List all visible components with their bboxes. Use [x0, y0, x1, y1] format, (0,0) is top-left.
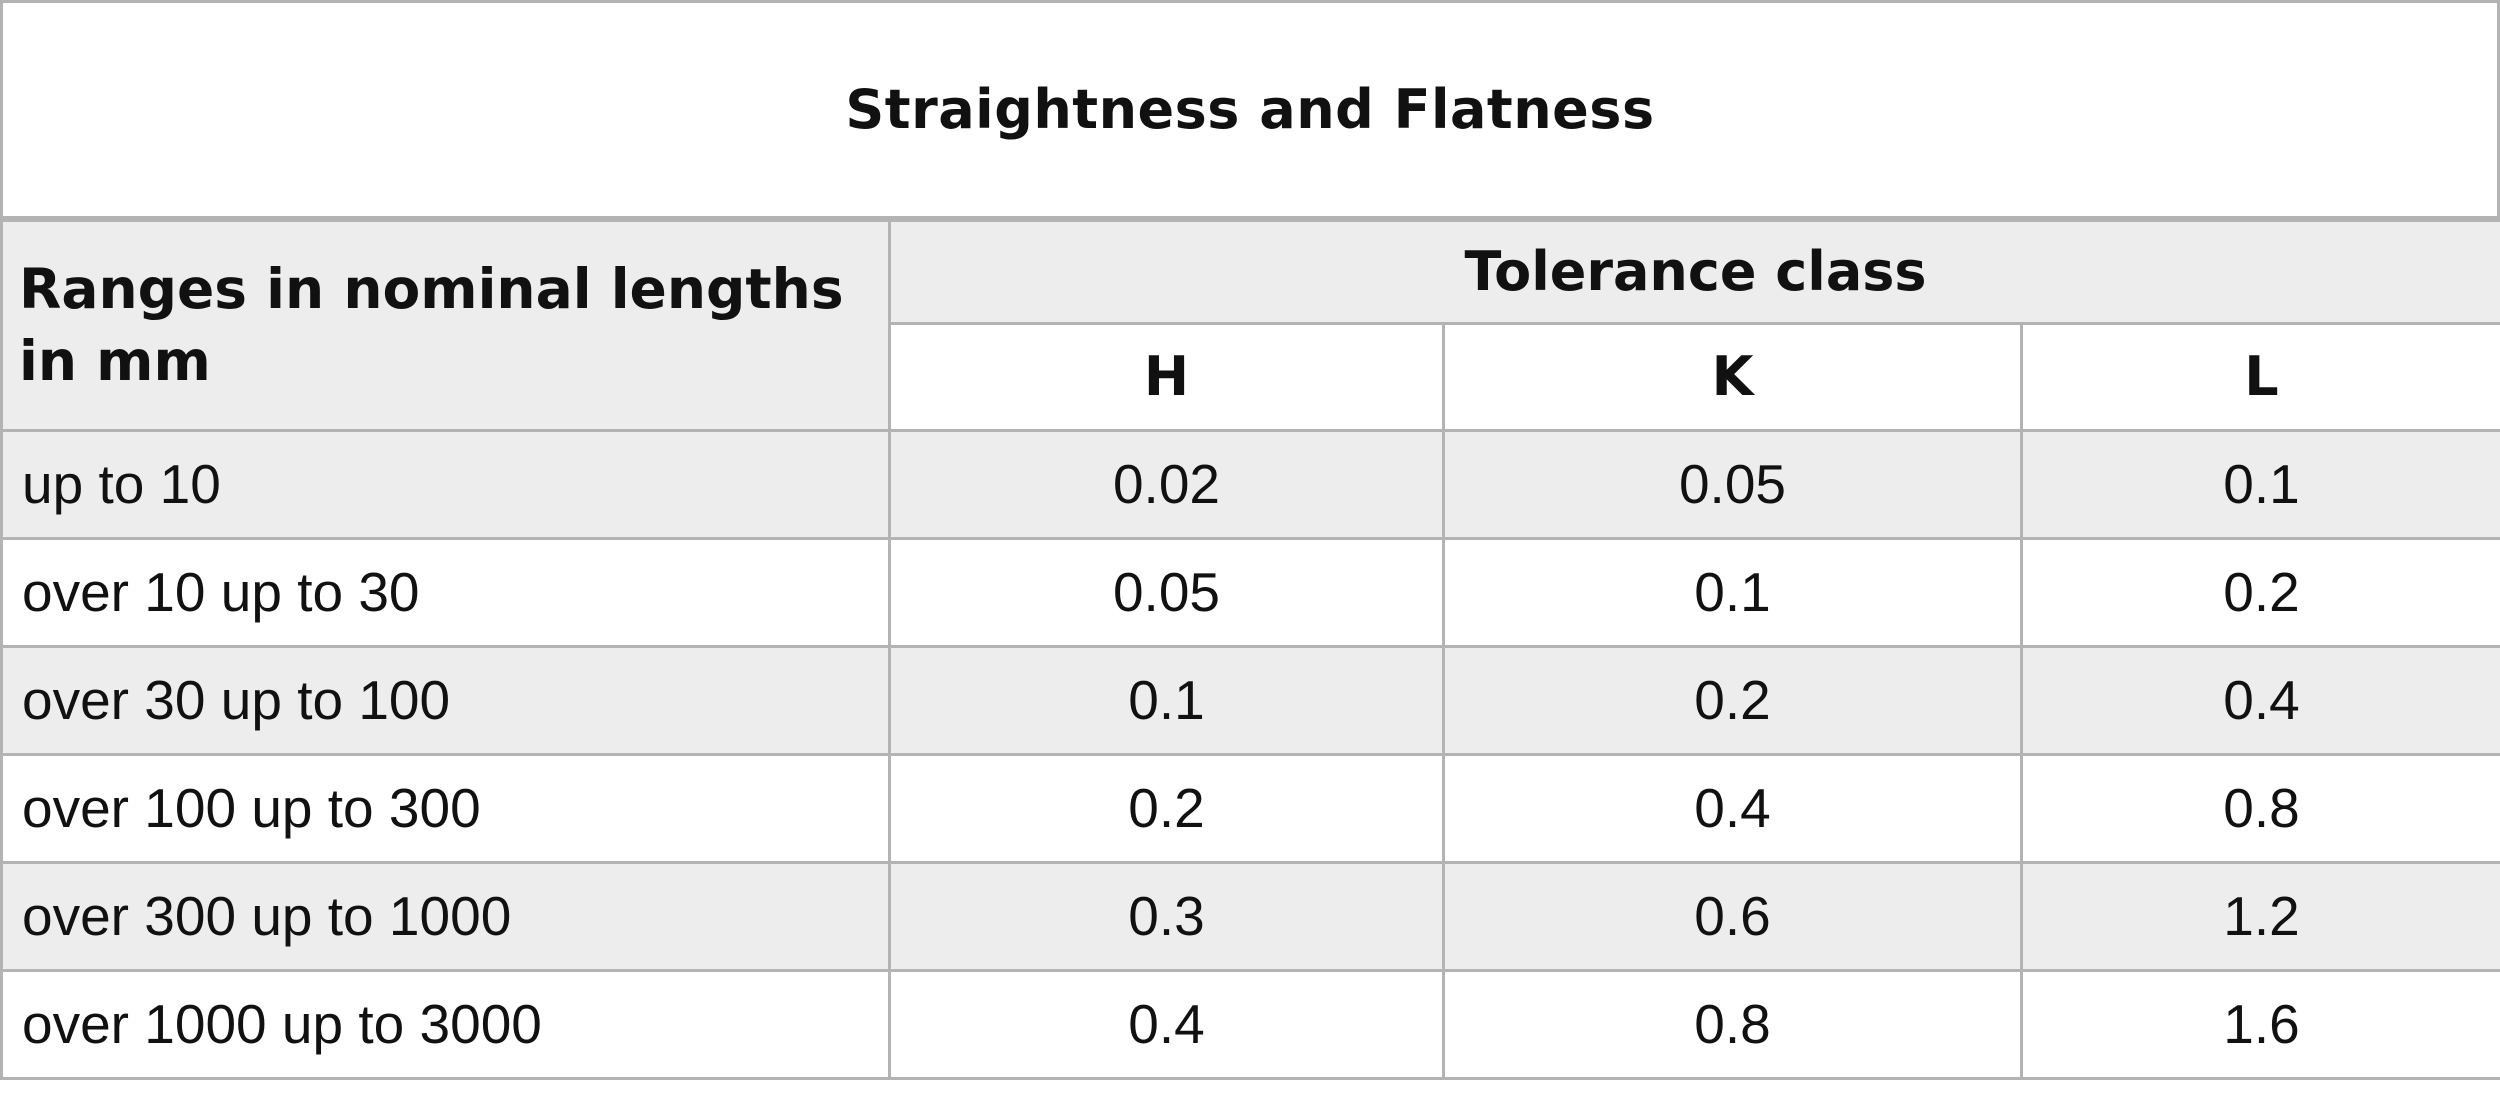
range-cell: over 30 up to 100	[0, 644, 891, 756]
value-cell-h: 0.3	[888, 860, 1445, 972]
value-cell-k: 0.2	[1442, 644, 2023, 756]
table-row: over 1000 up to 3000 0.4 0.8 1.6	[0, 968, 2500, 1080]
value-cell-k: 0.6	[1442, 860, 2023, 972]
tolerance-class-header: Tolerance class	[888, 216, 2500, 325]
value-cell-k: 0.05	[1442, 428, 2023, 540]
value-cell-l: 0.1	[2020, 428, 2500, 540]
range-cell: up to 10	[0, 428, 891, 540]
table-row: over 30 up to 100 0.1 0.2 0.4	[0, 644, 2500, 756]
table-row: over 100 up to 300 0.2 0.4 0.8	[0, 752, 2500, 864]
value-cell-h: 0.4	[888, 968, 1445, 1080]
table-title: Straightness and Flatness	[845, 78, 1655, 141]
value-cell-l: 1.6	[2020, 968, 2500, 1080]
table-row: over 300 up to 1000 0.3 0.6 1.2	[0, 860, 2500, 972]
value-cell-h: 0.05	[888, 536, 1445, 648]
value-cell-k: 0.8	[1442, 968, 2023, 1080]
header-row-group: Ranges in nominal lengths in mm Toleranc…	[0, 216, 2500, 432]
table-header: Ranges in nominal lengths in mm Toleranc…	[0, 216, 2500, 432]
range-cell: over 300 up to 1000	[0, 860, 891, 972]
range-cell: over 10 up to 30	[0, 536, 891, 648]
class-header-k: K	[1442, 321, 2023, 432]
table-row: up to 10 0.02 0.05 0.1	[0, 428, 2500, 540]
header-row-classes: H K L	[2, 321, 2500, 432]
tolerance-table: Ranges in nominal lengths in mm Toleranc…	[0, 216, 2500, 1080]
value-cell-l: 0.8	[2020, 752, 2500, 864]
table-title-box: Straightness and Flatness	[0, 0, 2500, 216]
range-cell: over 100 up to 300	[0, 752, 891, 864]
value-cell-l: 0.2	[2020, 536, 2500, 648]
class-header-h: H	[888, 321, 1445, 432]
value-cell-k: 0.4	[1442, 752, 2023, 864]
value-cell-h: 0.1	[888, 644, 1445, 756]
table-body: up to 10 0.02 0.05 0.1 over 10 up to 30 …	[0, 428, 2500, 1080]
class-header-l: L	[2020, 321, 2500, 432]
value-cell-k: 0.1	[1442, 536, 2023, 648]
value-cell-l: 1.2	[2020, 860, 2500, 972]
range-column-header: Ranges in nominal lengths in mm	[0, 216, 891, 432]
value-cell-h: 0.02	[888, 428, 1445, 540]
value-cell-l: 0.4	[2020, 644, 2500, 756]
table-row: over 10 up to 30 0.05 0.1 0.2	[0, 536, 2500, 648]
value-cell-h: 0.2	[888, 752, 1445, 864]
range-cell: over 1000 up to 3000	[0, 968, 891, 1080]
